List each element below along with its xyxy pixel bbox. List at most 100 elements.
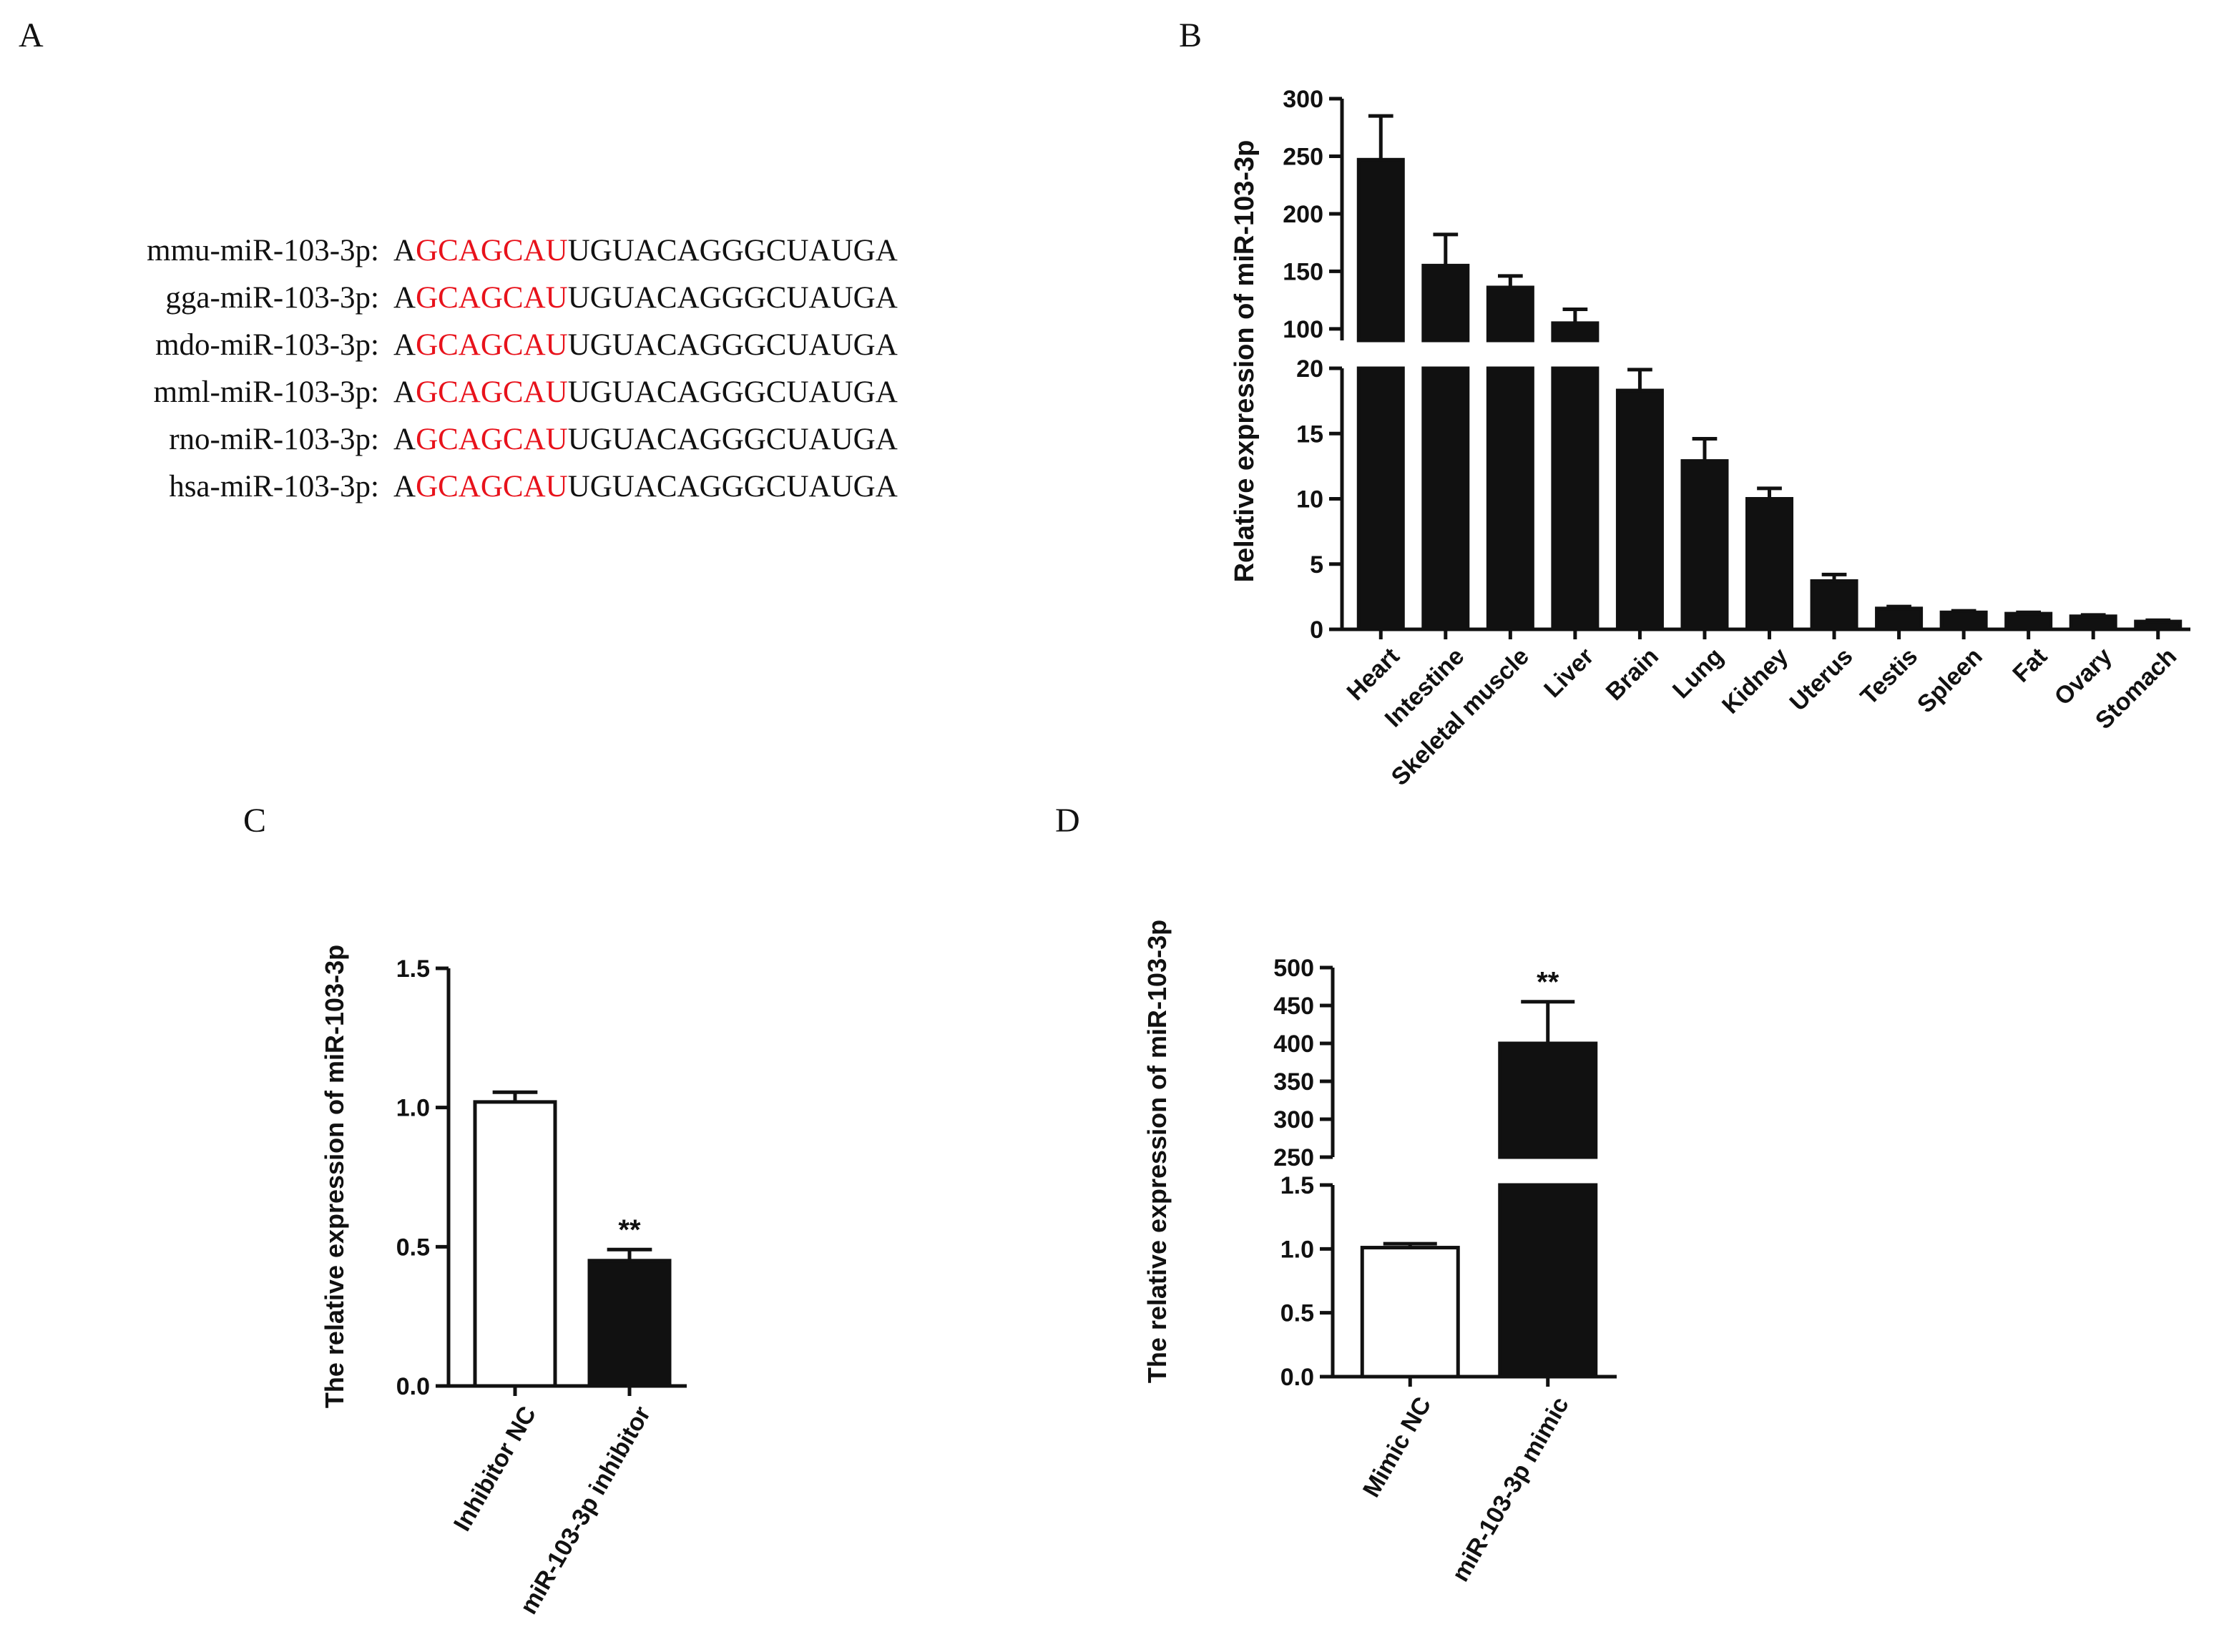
bar-upper — [1498, 1041, 1598, 1159]
bar — [1551, 366, 1600, 631]
y-tick-label: 200 — [1283, 201, 1323, 228]
y-axis-label: The relative expression of miR-103-3p — [1142, 920, 1172, 1383]
species-name: mmu-miR-103-3p: — [147, 234, 379, 267]
sequence-rest: UGUACAGGGCUAUGA — [567, 470, 898, 503]
sequence-first-base: A — [393, 470, 416, 503]
sequence-rest: UGUACAGGGCUAUGA — [567, 375, 898, 409]
y-tick-label: 0.0 — [396, 1373, 430, 1400]
bar — [1356, 366, 1405, 631]
y-axis-label: Relative expression of miR-103-3p — [1230, 140, 1260, 583]
significance-label: ** — [1537, 967, 1559, 998]
y-tick-label: 0.5 — [1280, 1300, 1314, 1327]
y-tick-label: 0.5 — [396, 1234, 430, 1261]
y-tick-label: 1.5 — [396, 955, 430, 983]
species-name: mml-miR-103-3p: — [153, 375, 379, 409]
sequence-row: gga-miR-103-3p: AGCAGCAUUGUACAGGGCUAUGA — [72, 275, 1073, 322]
bar-upper — [1421, 263, 1470, 343]
x-category-label: Kidney — [1717, 643, 1793, 719]
species-name: hsa-miR-103-3p: — [169, 470, 379, 503]
x-category-label: miR-103-3p inhibitor — [515, 1402, 656, 1619]
y-tick-label: 350 — [1273, 1068, 1314, 1096]
y-axis-label: The relative expression of miR-103-3p — [320, 945, 349, 1408]
y-tick-label: 100 — [1283, 316, 1323, 343]
seed-region: GCAGCAU — [416, 470, 568, 503]
species-name: rno-miR-103-3p: — [169, 423, 379, 456]
bar-upper — [1551, 321, 1600, 343]
y-tick-label: 10 — [1296, 486, 1323, 513]
x-category-label: Inhibitor NC — [449, 1402, 542, 1535]
y-tick-label: 0.0 — [1280, 1364, 1314, 1391]
y-tick-label: 250 — [1273, 1144, 1314, 1171]
bar — [473, 1100, 557, 1388]
sequence-rest: UGUACAGGGCUAUGA — [567, 423, 898, 456]
bar — [1680, 459, 1729, 631]
x-category-label: Uterus — [1785, 643, 1858, 717]
y-tick-label: 20 — [1296, 355, 1323, 383]
bar — [1498, 1183, 1598, 1379]
species-name: mdo-miR-103-3p: — [155, 328, 379, 362]
y-tick-label: 1.0 — [1280, 1236, 1314, 1263]
sequence-row: hsa-miR-103-3p: AGCAGCAUUGUACAGGGCUAUGA — [72, 463, 1073, 511]
x-category-label: Fat — [2007, 643, 2052, 688]
bar-upper — [1356, 157, 1405, 343]
x-category-label: Liver — [1539, 643, 1599, 703]
bar — [1939, 610, 1988, 631]
y-tick-label: 150 — [1283, 258, 1323, 285]
sequence: AGCAGCAUUGUACAGGGCUAUGA — [393, 416, 898, 463]
panel-label-a: A — [19, 16, 44, 54]
panel-label-b: B — [1179, 16, 1202, 54]
sequence-row: rno-miR-103-3p: AGCAGCAUUGUACAGGGCUAUGA — [72, 416, 1073, 463]
y-tick-label: 250 — [1283, 143, 1323, 170]
x-category-label: Spleen — [1912, 643, 1988, 719]
seed-region: GCAGCAU — [416, 281, 568, 315]
seed-region: GCAGCAU — [416, 328, 568, 362]
sequence: AGCAGCAUUGUACAGGGCUAUGA — [393, 369, 898, 416]
sequence: AGCAGCAUUGUACAGGGCUAUGA — [393, 227, 898, 275]
bar — [2069, 614, 2117, 631]
panel-label-c: C — [243, 802, 267, 840]
y-tick-label: 1.0 — [396, 1095, 430, 1122]
sequence-first-base: A — [393, 281, 416, 315]
y-tick-label: 300 — [1283, 86, 1323, 113]
sequence-first-base: A — [393, 375, 416, 409]
sequence-first-base: A — [393, 423, 416, 456]
panel-label-d: D — [1055, 802, 1080, 840]
y-tick-label: 450 — [1273, 993, 1314, 1020]
sequence: AGCAGCAUUGUACAGGGCUAUGA — [393, 322, 898, 369]
x-category-label: Brain — [1601, 643, 1664, 706]
bar-upper — [1486, 285, 1534, 343]
sequence-row: mmu-miR-103-3p: AGCAGCAUUGUACAGGGCUAUGA — [72, 227, 1073, 275]
sequence-row: mml-miR-103-3p: AGCAGCAUUGUACAGGGCUAUGA — [72, 369, 1073, 416]
x-category-label: Heart — [1341, 643, 1404, 706]
bar — [1360, 1246, 1460, 1379]
y-tick-label: 1.5 — [1280, 1172, 1314, 1199]
seed-region: GCAGCAU — [416, 234, 568, 267]
sequence-first-base: A — [393, 234, 416, 267]
sequence-rest: UGUACAGGGCUAUGA — [567, 328, 898, 362]
sequence-alignment: mmu-miR-103-3p: AGCAGCAUUGUACAGGGCUAUGA … — [72, 227, 1073, 511]
significance-label: ** — [618, 1214, 641, 1246]
bar — [587, 1259, 672, 1388]
y-tick-label: 500 — [1273, 955, 1314, 982]
sequence: AGCAGCAUUGUACAGGGCUAUGA — [393, 275, 898, 322]
chart-b: 05101520100150200250300HeartIntestineSke… — [1230, 86, 2190, 791]
y-tick-label: 400 — [1273, 1031, 1314, 1058]
y-tick-label: 5 — [1310, 551, 1323, 579]
sequence: AGCAGCAUUGUACAGGGCUAUGA — [393, 463, 898, 511]
species-name: gga-miR-103-3p: — [165, 281, 379, 315]
bar — [1486, 366, 1534, 631]
sequence-rest: UGUACAGGGCUAUGA — [567, 281, 898, 315]
y-tick-label: 15 — [1296, 421, 1323, 448]
y-tick-label: 300 — [1273, 1106, 1314, 1134]
bar — [1875, 606, 1924, 631]
bar — [1615, 388, 1664, 631]
seed-region: GCAGCAU — [416, 423, 568, 456]
chart-c: 0.0 0.5 1.0 1.5 Inhibitor NC ** miR-103-3p inh… — [320, 945, 687, 1619]
sequence-rest: UGUACAGGGCUAUGA — [567, 234, 898, 267]
sequence-row: mdo-miR-103-3p: AGCAGCAUUGUACAGGGCUAUGA — [72, 322, 1073, 369]
sequence-first-base: A — [393, 328, 416, 362]
x-category-label: Mimic NC — [1358, 1392, 1436, 1502]
seed-region: GCAGCAU — [416, 375, 568, 409]
bar — [2004, 611, 2053, 631]
